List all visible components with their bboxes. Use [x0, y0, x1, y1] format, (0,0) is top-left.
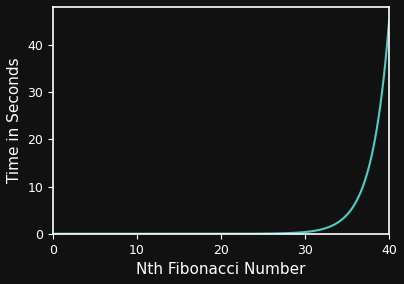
X-axis label: Nth Fibonacci Number: Nth Fibonacci Number: [137, 262, 306, 277]
Y-axis label: Time in Seconds: Time in Seconds: [7, 58, 22, 183]
